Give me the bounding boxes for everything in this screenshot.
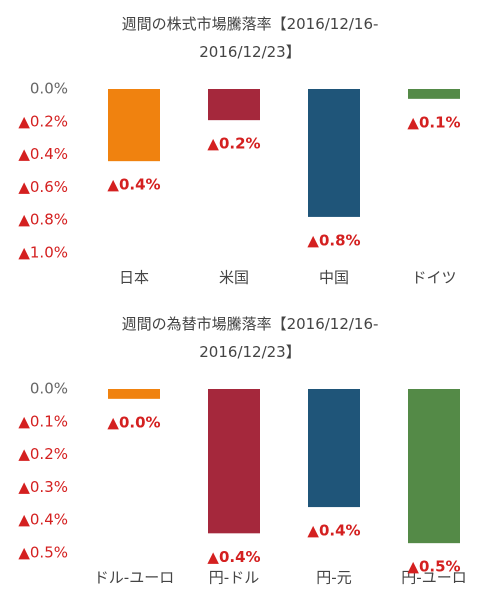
y-tick-label: ▲0.2% <box>18 445 68 463</box>
bar <box>308 89 360 217</box>
x-tick-label: 日本 <box>119 269 149 287</box>
bar <box>108 89 160 162</box>
bar <box>108 389 160 399</box>
bar <box>208 389 260 534</box>
x-tick-label: ドイツ <box>411 269 456 287</box>
data-label: ▲0.5% <box>407 558 460 576</box>
y-tick-label: ▲0.4% <box>18 145 68 163</box>
bar <box>308 389 360 508</box>
y-tick-label: ▲0.8% <box>18 211 68 229</box>
y-tick-label: ▲0.3% <box>18 478 68 496</box>
y-tick-label: 0.0% <box>30 380 68 398</box>
x-tick-label: 円-ドル <box>209 569 259 587</box>
chart: 0.0% ▲0.2% ▲0.4% ▲0.6% ▲0.8% ▲1.0% 日本 ▲0.4% 米国 ▲0… <box>18 80 460 287</box>
bar <box>208 89 260 121</box>
data-label: ▲0.4% <box>307 522 360 540</box>
x-tick-label: 中国 <box>319 269 349 287</box>
y-tick-label: ▲0.6% <box>18 178 68 196</box>
data-label: ▲0.4% <box>107 176 160 194</box>
y-tick-label: ▲0.5% <box>18 544 68 562</box>
bar <box>408 89 460 99</box>
y-tick-label: ▲1.0% <box>18 244 68 262</box>
y-tick-label: 0.0% <box>30 80 68 98</box>
y-tick-label: ▲0.1% <box>18 412 68 430</box>
chart-title: 週間の株式市場騰落率【2016/12/16-2016/12/23】 <box>121 15 379 61</box>
x-tick-label: 円-ユーロ <box>401 569 466 587</box>
data-label: ▲0.4% <box>207 548 260 566</box>
chart-panel: 週間の株式市場騰落率【2016/12/16-2016/12/23】 0.0% ▲0… <box>18 15 460 287</box>
x-tick-label: ドル-ユーロ <box>94 569 174 587</box>
data-label: ▲0.0% <box>107 413 160 431</box>
x-tick-label: 円-元 <box>316 569 351 587</box>
y-tick-label: ▲0.4% <box>18 511 68 529</box>
data-label: ▲0.2% <box>207 135 260 153</box>
chart-title: 週間の為替市場騰落率【2016/12/16-2016/12/23】 <box>121 315 379 361</box>
x-tick-label: 米国 <box>219 269 249 287</box>
chart: 0.0% ▲0.1% ▲0.2% ▲0.3% ▲0.4% ▲0.5% ドル-ユーロ ▲0.0%… <box>18 380 466 587</box>
bar <box>408 389 460 544</box>
chart-panel: 週間の為替市場騰落率【2016/12/16-2016/12/23】 0.0% ▲0… <box>0 300 501 600</box>
data-label: ▲0.1% <box>407 113 460 131</box>
y-tick-label: ▲0.2% <box>18 112 68 130</box>
data-label: ▲0.8% <box>307 231 360 249</box>
